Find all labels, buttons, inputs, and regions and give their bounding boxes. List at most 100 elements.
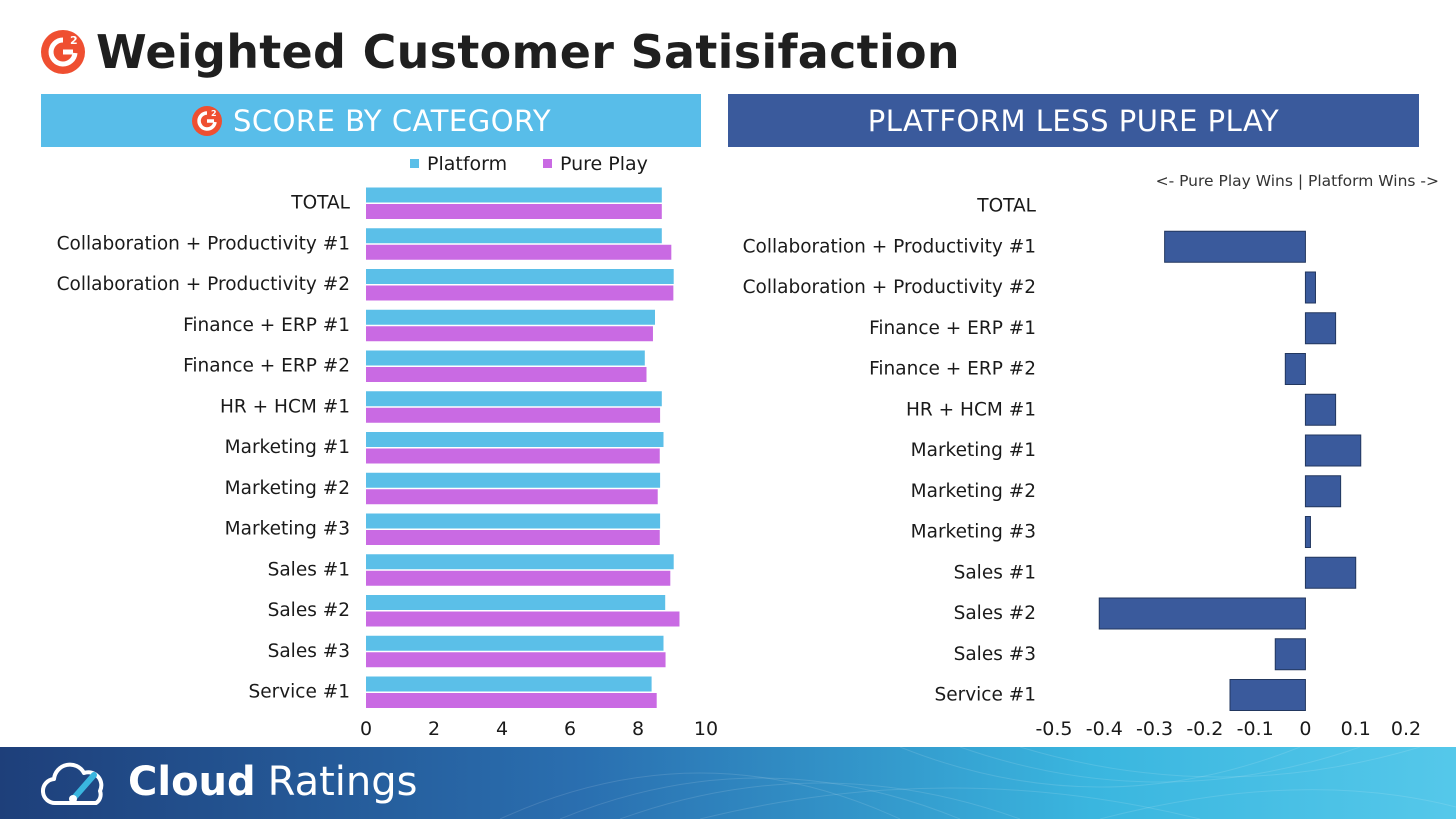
bar-platform <box>366 432 664 447</box>
footer-pattern <box>499 747 1456 819</box>
bar-platform <box>366 635 664 651</box>
category-label: Sales #1 <box>268 559 350 580</box>
category-label: Finance + ERP #1 <box>869 318 1036 339</box>
legend-swatch-pure-play <box>543 159 552 168</box>
bar-pure-play <box>366 611 680 627</box>
bar-platform <box>366 391 662 407</box>
svg-text:2: 2 <box>70 34 78 47</box>
brand-light: Ratings <box>267 759 418 805</box>
x-tick-label: -0.2 <box>1186 718 1223 740</box>
bar-pure-play <box>366 489 658 505</box>
category-label: Sales #2 <box>268 600 350 621</box>
bar-platform <box>366 350 645 366</box>
diff-bar <box>1304 312 1337 345</box>
legend-label-pure-play: Pure Play <box>560 153 648 175</box>
score-by-category-chart: Platform Pure Play TOTAL Collaboration + Pr… <box>57 153 718 740</box>
category-label: Marketing #3 <box>911 522 1036 543</box>
diff-bar <box>1304 516 1311 548</box>
diff-bar <box>1304 556 1357 589</box>
category-label: Sales #3 <box>954 644 1036 665</box>
category-label: Sales #2 <box>954 603 1036 624</box>
x-tick-label: 0 <box>360 718 372 740</box>
bar-pure-play <box>366 693 657 708</box>
bar-pure-play <box>366 530 660 545</box>
title-bar: 2 Weighted Customer Satisifaction <box>40 22 960 82</box>
brand-name: Cloud Ratings <box>128 759 417 805</box>
category-label: Collaboration + Productivity #2 <box>57 274 350 295</box>
x-tick-label: -0.1 <box>1237 718 1274 740</box>
left-panel-title: SCORE BY CATEGORY <box>232 103 552 138</box>
x-tick-label: 2 <box>428 718 440 740</box>
bar-pure-play <box>366 204 662 219</box>
brand-bold: Cloud <box>128 759 256 805</box>
bar-pure-play <box>366 285 674 301</box>
x-tick-label: 4 <box>496 718 508 740</box>
category-label: Service #1 <box>934 685 1036 706</box>
legend-swatch-platform <box>410 159 419 168</box>
bar-platform <box>366 676 652 692</box>
category-label: Marketing #1 <box>911 440 1036 461</box>
bar-pure-play <box>366 407 661 423</box>
category-label: TOTAL <box>976 196 1036 217</box>
x-tick-label: 0.2 <box>1391 718 1421 740</box>
right-panel-title: PLATFORM LESS PURE PLAY <box>867 103 1280 138</box>
bar-pure-play <box>366 326 653 342</box>
x-tick-label: -0.3 <box>1136 718 1173 740</box>
diff-bar <box>1304 393 1337 426</box>
diff-bar <box>1304 434 1362 467</box>
category-label: Marketing #2 <box>911 481 1036 502</box>
bar-platform <box>366 472 661 488</box>
category-label: Finance + ERP #2 <box>869 359 1036 380</box>
category-label: Marketing #2 <box>225 478 350 499</box>
diff-bar <box>1229 679 1306 711</box>
bar-pure-play <box>366 652 666 668</box>
bar-platform <box>366 228 662 244</box>
bar-platform <box>366 595 666 610</box>
category-label: HR + HCM #1 <box>220 396 350 417</box>
category-label: Collaboration + Productivity #2 <box>743 277 1036 298</box>
diff-bar <box>1284 353 1306 385</box>
category-label: Sales #1 <box>954 562 1036 583</box>
bar-pure-play <box>366 570 671 586</box>
legend-label-platform: Platform <box>427 153 507 175</box>
diff-bar <box>1274 638 1306 671</box>
diff-bar <box>1164 230 1306 263</box>
x-tick-label: 0 <box>1299 718 1311 740</box>
category-label: Collaboration + Productivity #1 <box>57 233 350 254</box>
x-tick-label: -0.4 <box>1086 718 1123 740</box>
bar-pure-play <box>366 244 672 260</box>
x-tick-label: -0.5 <box>1035 718 1072 740</box>
bar-platform <box>366 554 674 570</box>
bar-platform <box>366 309 655 325</box>
category-label: Sales #3 <box>268 641 350 662</box>
category-label: Finance + ERP #2 <box>183 356 350 377</box>
category-label: TOTAL <box>290 193 350 214</box>
platform-less-pure-play-chart: <- Pure Play Wins | Platform Wins -> TOTA… <box>743 172 1439 740</box>
category-label: Marketing #3 <box>225 519 350 540</box>
winner-direction-note: <- Pure Play Wins | Platform Wins -> <box>1156 172 1439 190</box>
left-panel-header: 2 SCORE BY CATEGORY <box>41 94 701 147</box>
category-label: Collaboration + Productivity #1 <box>743 236 1036 257</box>
right-panel-header: PLATFORM LESS PURE PLAY <box>728 94 1419 147</box>
category-label: Service #1 <box>248 682 350 703</box>
page-title: Weighted Customer Satisifaction <box>96 25 960 79</box>
x-tick-label: 6 <box>564 718 576 740</box>
x-tick-label: 10 <box>694 718 718 740</box>
diff-bar <box>1304 271 1316 304</box>
cloud-ratings-logo-icon <box>41 762 104 806</box>
x-tick-label: 8 <box>632 718 644 740</box>
bar-pure-play <box>366 448 660 464</box>
svg-text:2: 2 <box>211 109 217 118</box>
g2-logo-icon: 2 <box>41 30 85 74</box>
bar-pure-play <box>366 367 647 382</box>
footer-banner: Cloud Ratings <box>0 747 1456 819</box>
diff-bar <box>1304 475 1342 508</box>
bar-platform <box>366 513 661 529</box>
category-label: Marketing #1 <box>225 437 350 458</box>
category-label: HR + HCM #1 <box>906 399 1036 420</box>
g2-logo-small-icon: 2 <box>191 105 222 136</box>
bar-platform <box>366 187 662 203</box>
bar-platform <box>366 269 674 284</box>
category-label: Finance + ERP #1 <box>183 315 350 336</box>
diff-bar <box>1098 597 1306 630</box>
